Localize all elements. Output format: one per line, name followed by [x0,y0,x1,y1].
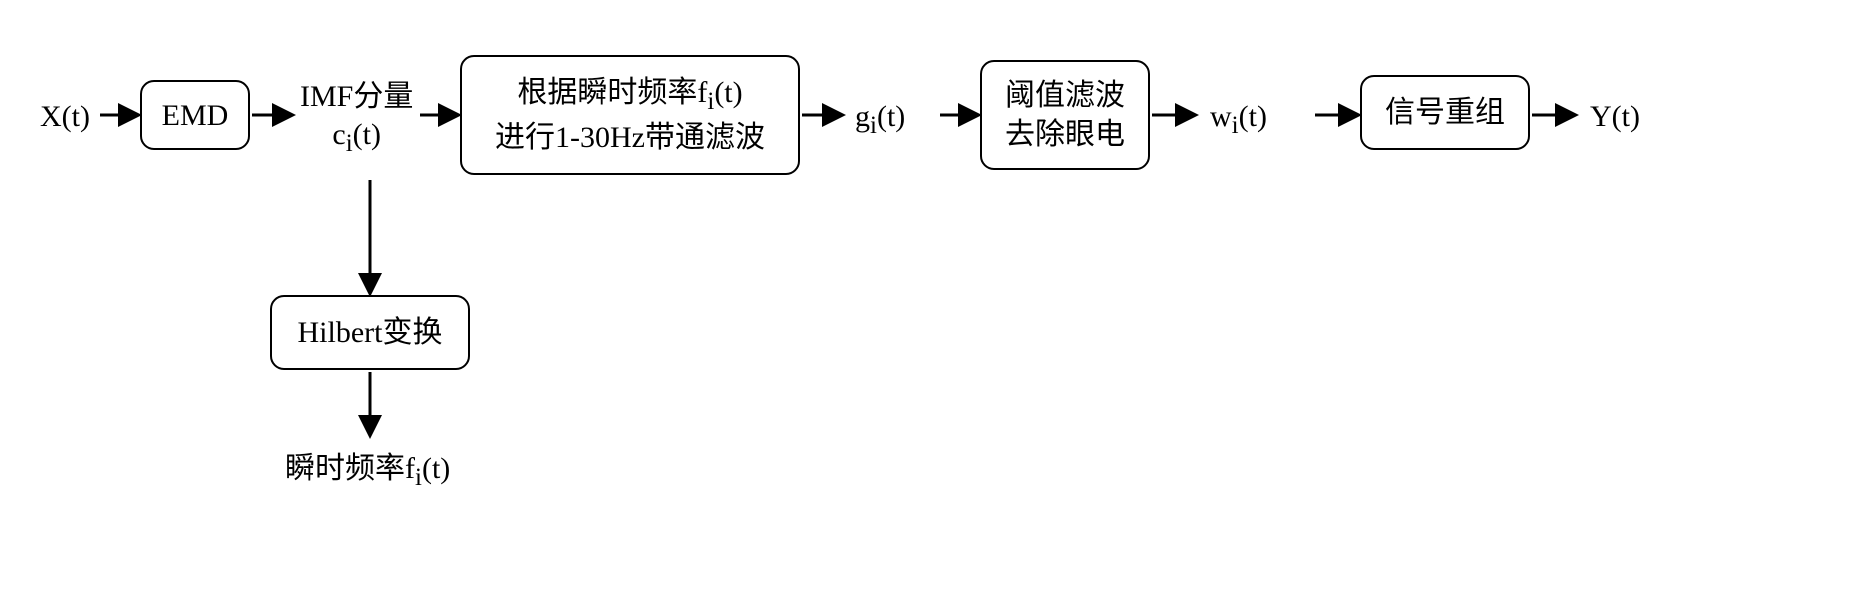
label-xt: X(t) [40,98,90,136]
node-emd-text: EMD [162,96,229,135]
bp-l1-post: (t) [714,76,742,109]
gi-pre: g [855,100,870,133]
label-inst-freq: 瞬时频率fi(t) [285,450,450,493]
wi-post: (t) [1239,100,1267,133]
label-imf-post: (t) [353,118,381,151]
if-pre: 瞬时频率f [285,452,415,485]
if-sub: i [415,464,422,491]
wi-sub: i [1232,112,1239,139]
flowchart-canvas: X(t) EMD IMF分量 ci(t) 根据瞬时频率fi(t) 进行1-30H… [20,20,1867,573]
node-bandpass: 根据瞬时频率fi(t) 进行1-30Hz带通滤波 [460,55,800,175]
node-recomb: 信号重组 [1360,75,1530,150]
label-imf-sub: i [346,130,353,157]
label-wi: wi(t) [1210,98,1267,141]
label-imf-line1: IMF分量 [300,78,413,116]
if-post: (t) [422,452,450,485]
wi-pre: w [1210,100,1232,133]
gi-post: (t) [877,100,905,133]
node-hilbert-text: Hilbert变换 [298,313,443,352]
label-imf-line2: ci(t) [300,116,413,159]
node-bandpass-line1: 根据瞬时频率fi(t) [517,73,742,119]
node-bandpass-line2: 进行1-30Hz带通滤波 [495,118,765,157]
label-imf-c: c [332,118,345,151]
label-imf: IMF分量 ci(t) [300,78,413,159]
node-hilbert: Hilbert变换 [270,295,470,370]
label-gi: gi(t) [855,98,905,141]
node-threshold-line1: 阈值滤波 [1005,76,1125,115]
gi-sub: i [870,112,877,139]
label-yt: Y(t) [1590,98,1640,136]
node-recomb-text: 信号重组 [1385,93,1505,132]
node-threshold: 阈值滤波 去除眼电 [980,60,1150,170]
bp-l1-pre: 根据瞬时频率f [517,76,707,109]
node-emd: EMD [140,80,250,150]
node-threshold-line2: 去除眼电 [1005,115,1125,154]
